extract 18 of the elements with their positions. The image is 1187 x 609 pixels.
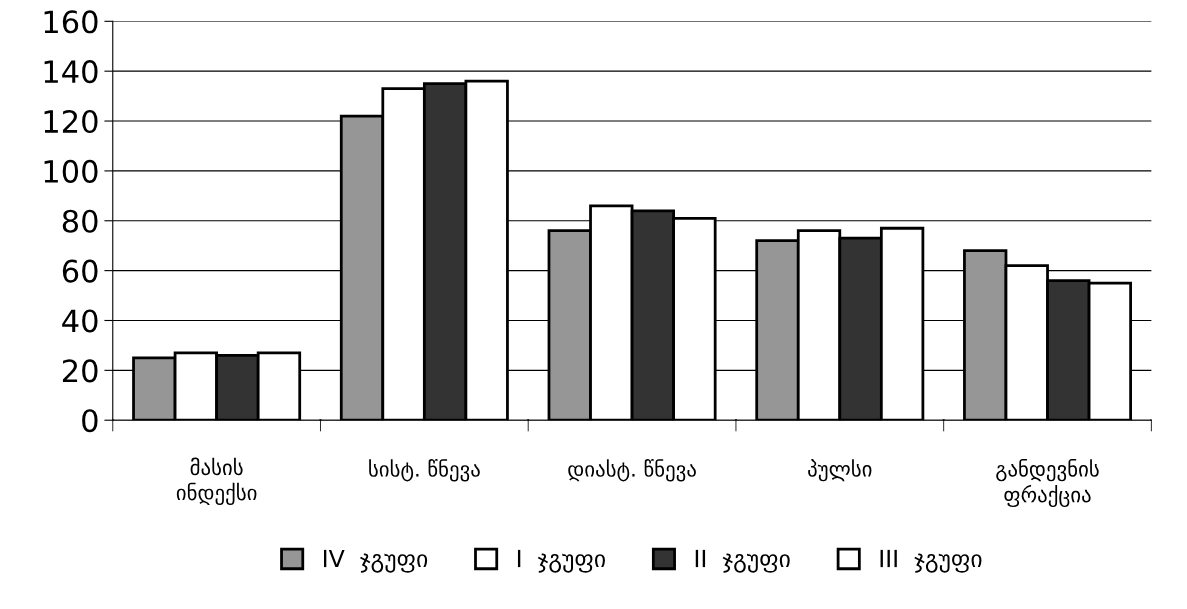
legend-label: I ჯგუფი [517,549,605,573]
y-tick-label: 160 [44,10,98,34]
y-tick-label: 120 [44,109,98,134]
x-tick-label: მასის ინდექსი [176,457,257,505]
y-tick-label: 40 [62,309,98,333]
x-tick-label: სისტ. წნევა [369,459,480,482]
x-tick-label: დიასტ. წნევა [568,459,696,482]
y-tick-label: 20 [62,359,98,383]
x-tick-label: განდევნის ფრაქცია [996,459,1099,508]
y-tick-label: 0 [82,409,98,433]
y-tick-label: 80 [62,209,98,233]
y-tick-label: 100 [44,159,98,183]
legend-label: IV ჯგუფი [323,549,428,573]
legend-label: II ჯგუფი [695,549,790,573]
x-tick-label: პულსი [808,459,872,482]
legend-label: III ჯგუფი [880,549,982,573]
y-tick-label: 60 [62,259,98,283]
y-tick-label: 140 [44,60,98,84]
